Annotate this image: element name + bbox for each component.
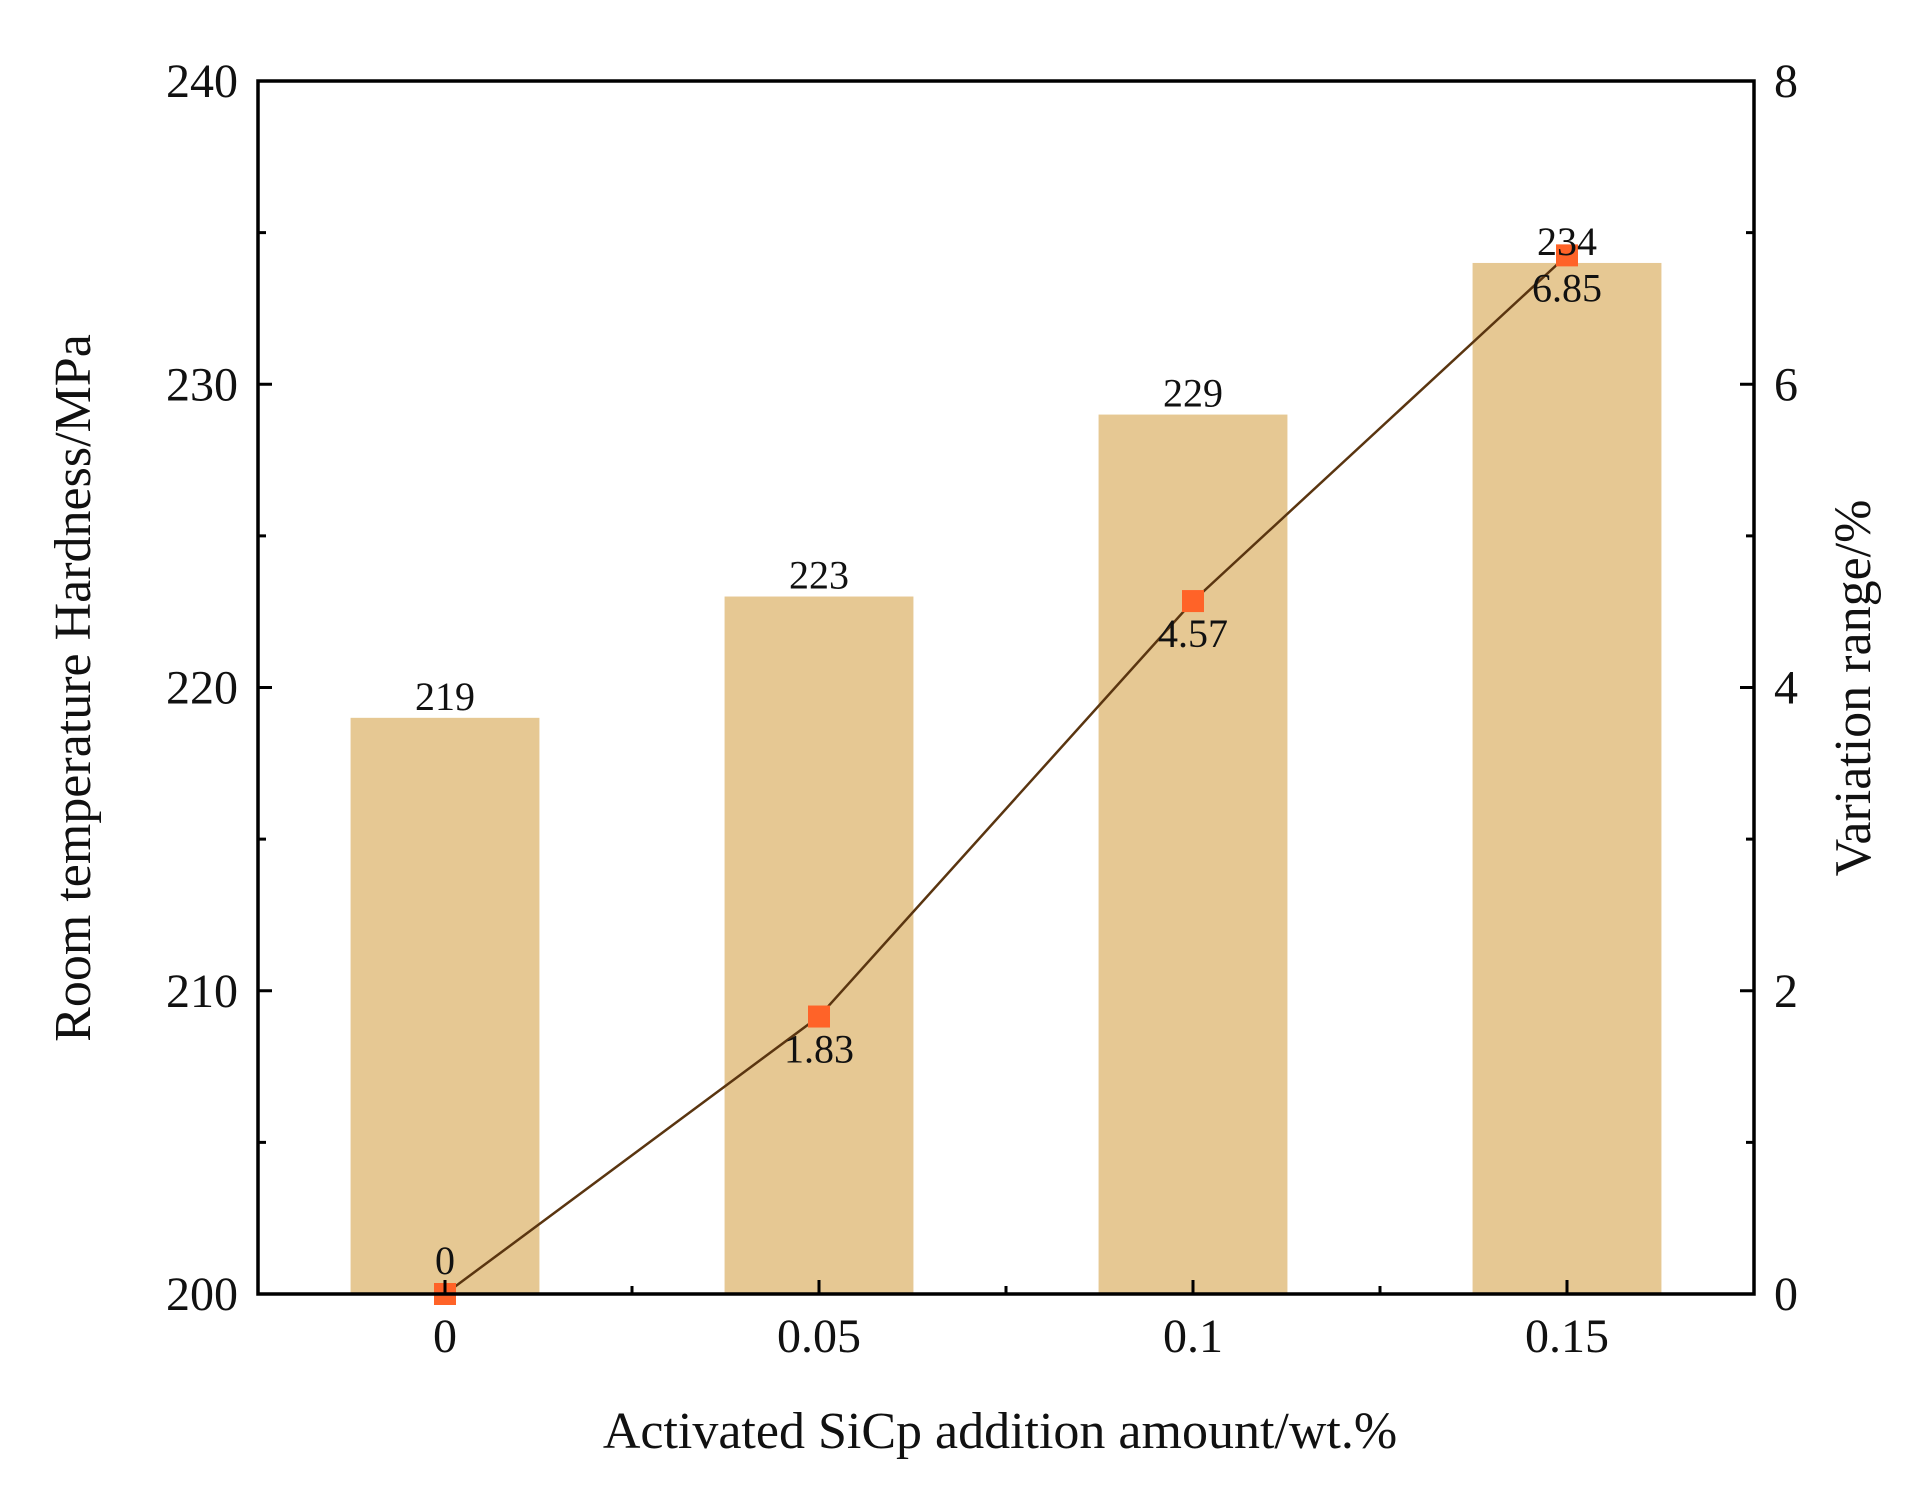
variation-range-marker: [1182, 590, 1204, 613]
y2-tick-label: 4: [1774, 662, 1798, 715]
y2-tick-label: 8: [1774, 55, 1798, 108]
bars-layer: [350, 262, 1662, 1295]
x-tick-label: 0.15: [1525, 1310, 1609, 1363]
data-labels: 219 223 229 234 0 1.83 4.57 6.85: [415, 219, 1602, 1283]
variation-value-label: 6.85: [1532, 265, 1602, 310]
line-layer: [434, 244, 1578, 1305]
y-tick-label: 220: [166, 662, 238, 715]
hardness-value-label: 234: [1537, 219, 1597, 264]
y-tick-label: 210: [166, 965, 238, 1018]
variation-value-label: 4.57: [1158, 611, 1228, 656]
hardness-bar: [724, 596, 914, 1294]
variation-value-label: 0: [435, 1238, 455, 1283]
y-axis-title: Room temperature Hardness/MPa: [45, 334, 102, 1042]
variation-range-marker: [1556, 244, 1578, 267]
y-tick-label: 240: [166, 55, 238, 108]
y-tick-label: 230: [166, 358, 238, 411]
variation-value-label: 1.83: [784, 1027, 854, 1072]
variation-range-marker: [808, 1005, 830, 1028]
variation-range-line: [444, 254, 1568, 1296]
x-axis-title: Activated SiCp addition amount/wt.%: [603, 1403, 1397, 1460]
hardness-bar: [350, 717, 540, 1294]
y2-axis-title: Variation range/%: [1825, 500, 1882, 877]
x-tick-label: 0.05: [777, 1310, 861, 1363]
axis-ticks: 200 210 220 230 240 0 2 4 6 8 0 0.05 0.1 0.15: [166, 55, 1798, 1363]
y2-tick-label: 6: [1774, 358, 1798, 411]
y2-tick-label: 2: [1774, 965, 1798, 1018]
y-tick-label: 200: [166, 1268, 238, 1321]
hardness-value-label: 223: [789, 553, 849, 598]
hardness-bar: [1472, 262, 1662, 1295]
x-tick-label: 0: [433, 1310, 457, 1363]
hardness-value-label: 219: [415, 674, 475, 719]
hardness-value-label: 229: [1163, 371, 1223, 416]
x-tick-label: 0.1: [1163, 1310, 1223, 1363]
hardness-bar: [1098, 414, 1288, 1294]
y2-tick-label: 0: [1774, 1268, 1798, 1321]
